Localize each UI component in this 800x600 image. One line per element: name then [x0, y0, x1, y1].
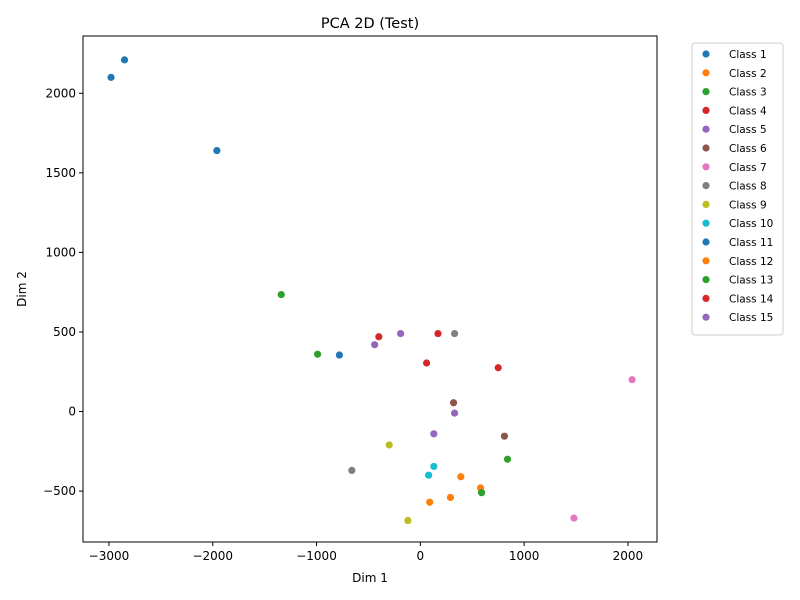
- data-point: [570, 514, 578, 522]
- data-point: [628, 376, 636, 384]
- data-point: [348, 466, 356, 474]
- x-tick-label: 1000: [509, 549, 540, 563]
- data-point: [434, 329, 442, 338]
- legend-label: Class 15: [729, 312, 773, 324]
- legend-label: Class 12: [729, 256, 773, 268]
- legend-marker: [702, 257, 710, 265]
- legend-marker: [702, 125, 710, 133]
- data-point: [404, 516, 412, 525]
- legend-label: Class 11: [729, 237, 773, 249]
- data-point: [313, 350, 322, 358]
- y-axis-label: Dim 2: [15, 271, 29, 307]
- data-point: [494, 364, 502, 372]
- legend-label: Class 1: [729, 49, 767, 61]
- legend-label: Class 14: [729, 293, 774, 305]
- legend-label: Class 6: [729, 143, 767, 155]
- data-point: [430, 462, 438, 471]
- legend-marker: [702, 219, 710, 227]
- legend-label: Class 9: [729, 199, 767, 211]
- plot-area: [107, 56, 636, 525]
- series-7: [570, 376, 636, 522]
- series-5: [371, 329, 459, 417]
- x-tick-label: 2000: [613, 549, 644, 563]
- data-point: [335, 351, 343, 359]
- x-tick-label: −1000: [296, 549, 337, 563]
- y-tick-label: 1500: [45, 166, 76, 180]
- series-9: [385, 441, 412, 525]
- x-tick-label: −3000: [89, 549, 130, 563]
- series-6: [449, 399, 509, 440]
- y-tick-label: 0: [68, 405, 76, 419]
- series-15: [430, 430, 438, 438]
- data-point: [422, 359, 431, 367]
- plot-frame: [82, 35, 658, 543]
- legend-label: Class 8: [729, 181, 767, 193]
- legend-label: Class 3: [729, 87, 767, 99]
- data-point: [277, 290, 285, 299]
- legend-label: Class 5: [729, 124, 767, 136]
- legend-label: Class 13: [729, 275, 773, 287]
- x-tick-label: −2000: [192, 549, 233, 563]
- legend-marker: [702, 200, 710, 208]
- y-tick-label: 500: [53, 325, 76, 339]
- data-point: [449, 399, 458, 407]
- legend-marker: [702, 238, 710, 246]
- data-point: [213, 146, 221, 155]
- legend-marker: [702, 276, 710, 284]
- data-point: [426, 498, 434, 506]
- series-1: [107, 56, 221, 155]
- legend-marker: [702, 88, 710, 96]
- x-axis-ticks: −3000 −2000 −1000 0 1000 2000: [89, 542, 644, 563]
- data-point: [107, 73, 115, 81]
- data-point: [425, 471, 433, 479]
- data-point: [371, 341, 379, 349]
- legend-label: Class 7: [729, 162, 767, 174]
- legend-marker: [702, 313, 710, 321]
- series-10: [425, 462, 438, 479]
- data-point: [450, 329, 459, 338]
- legend-marker: [702, 163, 710, 171]
- series-13: [477, 489, 486, 497]
- series-4: [375, 333, 502, 372]
- legend-marker: [702, 294, 710, 302]
- series-14: [434, 329, 442, 338]
- legend-label: Class 2: [729, 68, 767, 80]
- chart-title: PCA 2D (Test): [321, 16, 419, 32]
- data-point: [446, 493, 455, 502]
- data-point: [477, 489, 486, 497]
- legend-box: [691, 42, 784, 336]
- series-12: [426, 498, 434, 506]
- legend-label: Class 4: [729, 105, 767, 117]
- legend-marker: [702, 182, 710, 190]
- legend-label: Class 10: [729, 218, 773, 230]
- y-tick-label: 1000: [45, 245, 76, 259]
- data-point: [430, 430, 438, 438]
- series-8: [348, 329, 459, 474]
- legend-marker: [702, 106, 710, 114]
- y-tick-label: 2000: [45, 86, 76, 100]
- data-point: [397, 329, 405, 338]
- y-tick-label: −500: [43, 484, 76, 498]
- x-tick-label: 0: [417, 549, 425, 563]
- data-point: [385, 441, 393, 449]
- data-point: [375, 333, 383, 341]
- legend-marker: [702, 144, 710, 152]
- legend-marker: [702, 50, 710, 58]
- data-point: [503, 455, 512, 463]
- legend: Class 1 Class 2 Class 3 Class 4 Class 5 Class…: [691, 42, 784, 336]
- y-axis-ticks: −500 0 500 1000 1500 2000: [43, 86, 83, 498]
- data-point: [457, 473, 465, 481]
- data-point: [120, 56, 129, 64]
- series-3: [277, 290, 512, 463]
- legend-marker: [702, 69, 710, 77]
- x-axis-label: Dim 1: [352, 571, 388, 585]
- series-11: [335, 351, 343, 359]
- data-point: [450, 409, 459, 417]
- series-2: [446, 473, 485, 502]
- data-point: [500, 432, 509, 440]
